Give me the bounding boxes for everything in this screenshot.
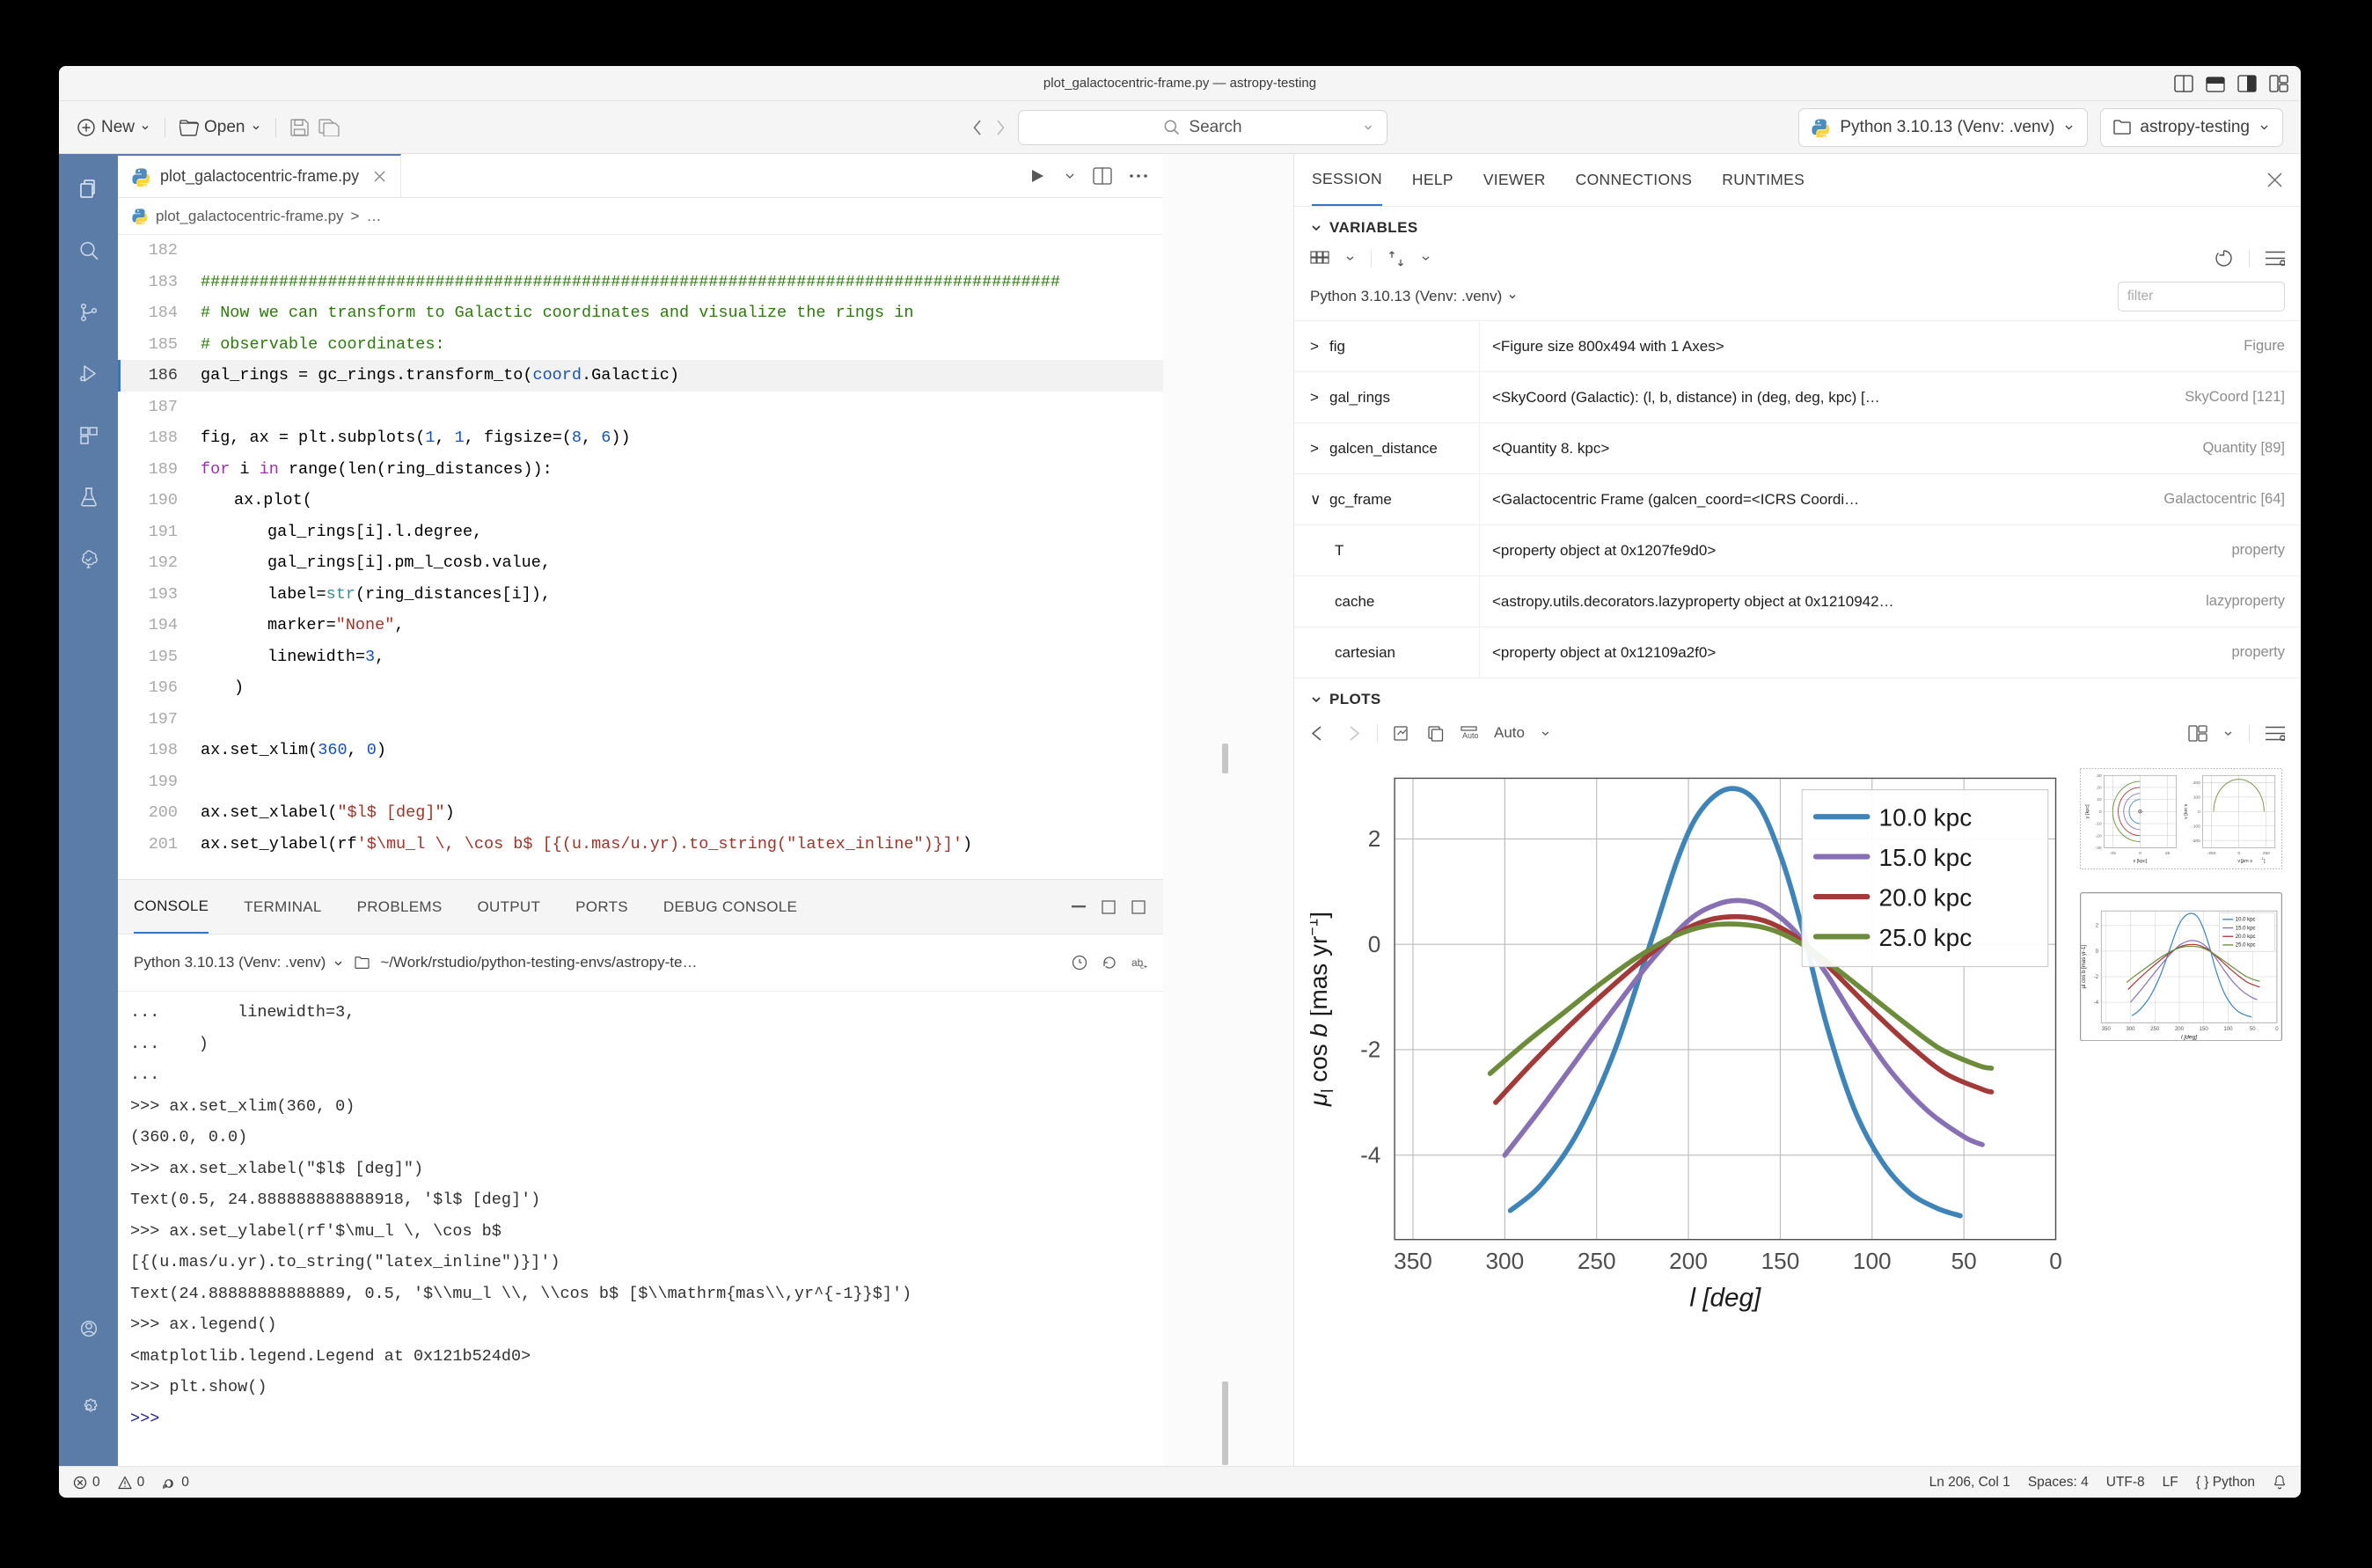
svg-text:15.0 kpc: 15.0 kpc (1879, 844, 1973, 871)
svg-text:2: 2 (1368, 825, 1381, 852)
svg-text:-4: -4 (2094, 1000, 2099, 1006)
svg-text:-10: -10 (2096, 822, 2102, 827)
svg-text:y [kpc]: y [kpc] (2085, 804, 2090, 818)
svg-text:30: 30 (2097, 773, 2102, 779)
svg-text:-25: -25 (2110, 851, 2116, 856)
svg-text:20: 20 (2097, 786, 2102, 791)
svg-text:250: 250 (1578, 1248, 1616, 1274)
svg-text:]: ] (2264, 859, 2266, 864)
svg-text:25.0 kpc: 25.0 kpc (2236, 943, 2256, 949)
svg-text:10.0 kpc: 10.0 kpc (2236, 918, 2256, 923)
svg-text:50: 50 (1951, 1248, 1977, 1274)
svg-text:0: 0 (2237, 851, 2240, 856)
svg-text:μl cos b [mas yr-1]: μl cos b [mas yr-1] (2082, 945, 2087, 989)
svg-text:0: 0 (2049, 1248, 2062, 1274)
svg-text:10: 10 (2097, 797, 2102, 802)
svg-text:20.0 kpc: 20.0 kpc (2236, 934, 2256, 940)
svg-text:0: 0 (1368, 931, 1381, 957)
svg-text:[km s: [km s (2241, 859, 2252, 864)
svg-text:-30: -30 (2096, 846, 2102, 851)
svg-text:v: v (2237, 859, 2240, 864)
svg-text:25: 25 (2165, 851, 2171, 856)
svg-text:300: 300 (2126, 1027, 2135, 1032)
svg-text:-250: -250 (2207, 851, 2216, 856)
svg-text:0: 0 (2139, 851, 2141, 856)
svg-text:c↵: c↵ (1140, 963, 1147, 971)
svg-text:0: 0 (2198, 810, 2200, 815)
svg-text:150: 150 (1761, 1248, 1800, 1274)
svg-text:350: 350 (1394, 1248, 1432, 1274)
svg-text:x [kpc]: x [kpc] (2134, 859, 2148, 864)
svg-text:250: 250 (2150, 1027, 2160, 1032)
svg-text:150: 150 (2200, 1027, 2209, 1032)
svg-text:20.0 kpc: 20.0 kpc (1879, 884, 1973, 912)
svg-text:200: 200 (2193, 780, 2200, 786)
svg-text:10.0 kpc: 10.0 kpc (1879, 804, 1973, 832)
svg-text:15.0 kpc: 15.0 kpc (2236, 926, 2256, 931)
svg-text:-1: -1 (2260, 857, 2263, 861)
svg-text:200: 200 (2175, 1027, 2185, 1032)
svg-text:-4: -4 (1360, 1142, 1380, 1169)
svg-text:100: 100 (2193, 795, 2200, 801)
svg-text:50: 50 (2250, 1027, 2256, 1032)
svg-text:v [km s: v [km s (2184, 803, 2189, 819)
svg-text:250: 250 (2263, 851, 2270, 856)
svg-text:350: 350 (2102, 1027, 2112, 1032)
svg-text:200: 200 (1669, 1248, 1708, 1274)
svg-text:-2: -2 (1360, 1037, 1380, 1063)
svg-text:l [deg]: l [deg] (1689, 1284, 1761, 1313)
svg-text:-20: -20 (2096, 833, 2102, 839)
svg-text:-100: -100 (2192, 824, 2200, 829)
svg-text:25.0 kpc: 25.0 kpc (1879, 924, 1973, 951)
svg-text:-200: -200 (2192, 839, 2200, 844)
svg-text:300: 300 (1485, 1248, 1524, 1274)
svg-text:100: 100 (1853, 1248, 1892, 1274)
svg-text:μl cos b [mas yr−1]: μl cos b [mas yr−1] (1310, 912, 1337, 1107)
svg-text:Auto: Auto (1462, 731, 1478, 740)
svg-text:100: 100 (2223, 1027, 2233, 1032)
svg-text:-2: -2 (2094, 975, 2099, 980)
svg-text:l [deg]: l [deg] (2181, 1034, 2197, 1040)
svg-text:0: 0 (2099, 810, 2102, 815)
